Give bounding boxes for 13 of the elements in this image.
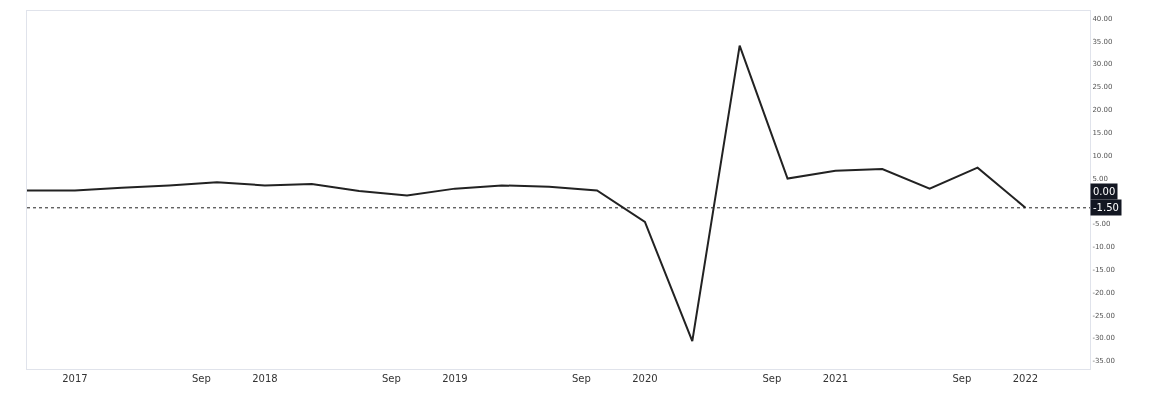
x-tick-label: Sep [762,373,782,384]
x-tick-label: Sep [191,373,211,384]
x-tick-label: 2020 [632,373,658,384]
x-tick-label: 2017 [62,373,88,384]
text: 0.00 [1093,186,1116,197]
x-tick-label: Sep [571,373,591,384]
x-tick-label: Sep [952,373,972,384]
ref-line-label: -1.50 [1093,202,1119,213]
x-tick-label: 2022 [1012,373,1039,384]
x-tick-label: 2019 [442,373,468,384]
x-tick-label: 2021 [822,373,849,384]
x-tick-label: Sep [381,373,401,384]
x-tick-label: 2018 [252,373,278,384]
